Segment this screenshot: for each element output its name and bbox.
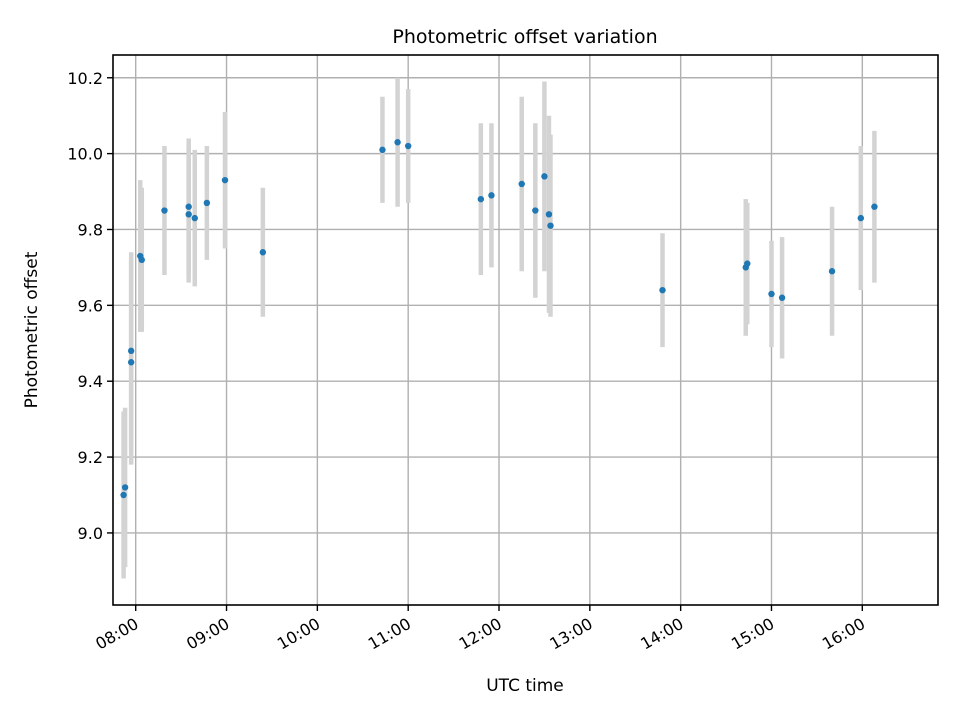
data-point (488, 192, 495, 199)
y-tick-label: 9.6 (78, 296, 103, 315)
data-point (871, 203, 878, 210)
data-point (828, 268, 836, 275)
data-point (120, 491, 127, 499)
y-tick-label: 9.8 (78, 220, 103, 239)
data-point (127, 359, 135, 366)
data-point (768, 290, 775, 298)
y-tick-label: 10.0 (67, 145, 103, 164)
data-point (121, 484, 129, 491)
data-point (404, 142, 412, 150)
grid (113, 55, 938, 605)
data-point (532, 207, 539, 214)
data-points (120, 139, 878, 499)
data-point (191, 214, 198, 222)
data-point (857, 214, 864, 222)
data-point (161, 207, 168, 214)
y-axis-label: Photometric offset (22, 251, 42, 408)
data-point (379, 146, 386, 154)
plot-frame (112, 54, 939, 606)
data-point (477, 195, 485, 203)
data-point (659, 286, 666, 294)
data-point (127, 347, 135, 355)
data-point (518, 180, 525, 188)
data-point (259, 249, 267, 256)
data-point (394, 139, 401, 146)
data-point (203, 199, 211, 207)
data-point (547, 222, 554, 229)
data-point (541, 173, 548, 180)
chart-title: Photometric offset variation (392, 26, 657, 48)
y-tick-label: 9.2 (78, 448, 103, 467)
data-point (545, 211, 553, 218)
y-tick-label: 9.4 (78, 372, 103, 391)
data-point (138, 256, 145, 264)
data-point (185, 203, 192, 210)
data-point (778, 294, 786, 301)
x-axis-label: UTC time (486, 676, 564, 696)
y-tick-label: 10.2 (67, 69, 103, 88)
data-point (185, 211, 192, 218)
axis-ticks: 08:00 09:00 10:00 11:00 12:00 13:00 14:00 15:00… (67, 69, 868, 654)
data-point (744, 260, 751, 267)
y-tick-label: 9.0 (78, 524, 103, 543)
data-point (221, 176, 229, 184)
